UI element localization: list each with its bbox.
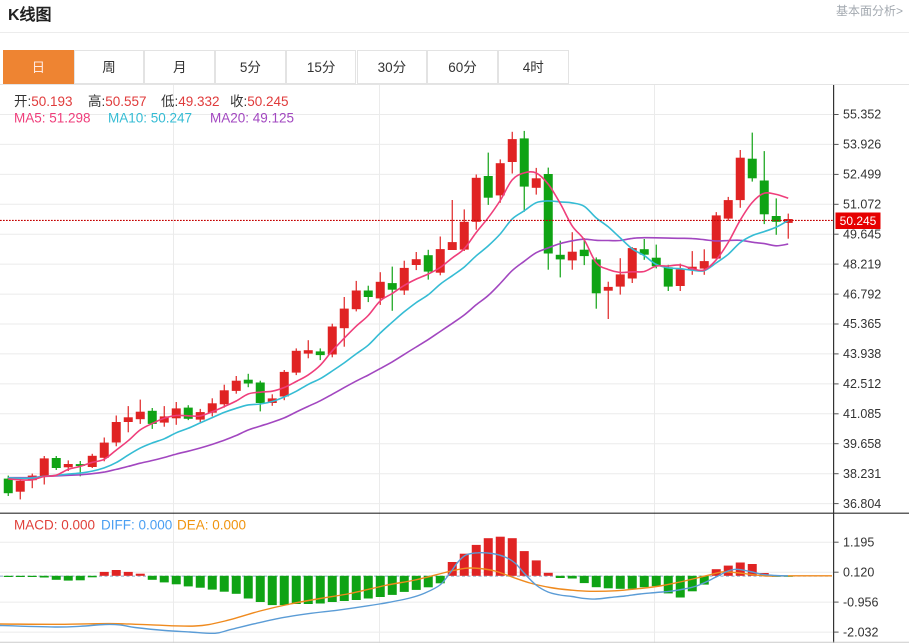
svg-text:43.938: 43.938	[843, 347, 881, 361]
svg-text:39.658: 39.658	[843, 437, 881, 451]
svg-text:DIFF: 0.000: DIFF: 0.000	[101, 518, 172, 533]
svg-text:48.219: 48.219	[843, 257, 881, 271]
svg-text:0.120: 0.120	[843, 565, 874, 579]
svg-text:开:50.193 高:50.557 低:49.332: 开:50.193 高:50.557 低:49.332 收:50.245	[14, 93, 289, 109]
svg-text:55.352: 55.352	[843, 108, 881, 122]
svg-text:51.072: 51.072	[843, 198, 881, 212]
svg-text:50.245: 50.245	[840, 214, 877, 228]
svg-text:45.365: 45.365	[843, 317, 881, 331]
svg-text:41.085: 41.085	[843, 407, 881, 421]
svg-text:36.804: 36.804	[843, 497, 881, 511]
svg-text:DEA: 0.000: DEA: 0.000	[177, 518, 246, 533]
svg-text:MACD: 0.000: MACD: 0.000	[14, 518, 95, 533]
svg-text:MA5: 51.298: MA5: 51.298	[14, 111, 91, 126]
svg-text:52.499: 52.499	[843, 168, 881, 182]
svg-text:53.926: 53.926	[843, 138, 881, 152]
svg-text:42.512: 42.512	[843, 377, 881, 391]
svg-text:49.645: 49.645	[843, 227, 881, 241]
svg-text:1.195: 1.195	[843, 535, 874, 549]
svg-text:MA20: 49.125: MA20: 49.125	[210, 111, 294, 126]
svg-text:-0.956: -0.956	[843, 595, 878, 609]
svg-text:38.231: 38.231	[843, 467, 881, 481]
svg-text:46.792: 46.792	[843, 287, 881, 301]
svg-text:-2.032: -2.032	[843, 625, 878, 639]
svg-text:MA10: 50.247: MA10: 50.247	[108, 111, 192, 126]
